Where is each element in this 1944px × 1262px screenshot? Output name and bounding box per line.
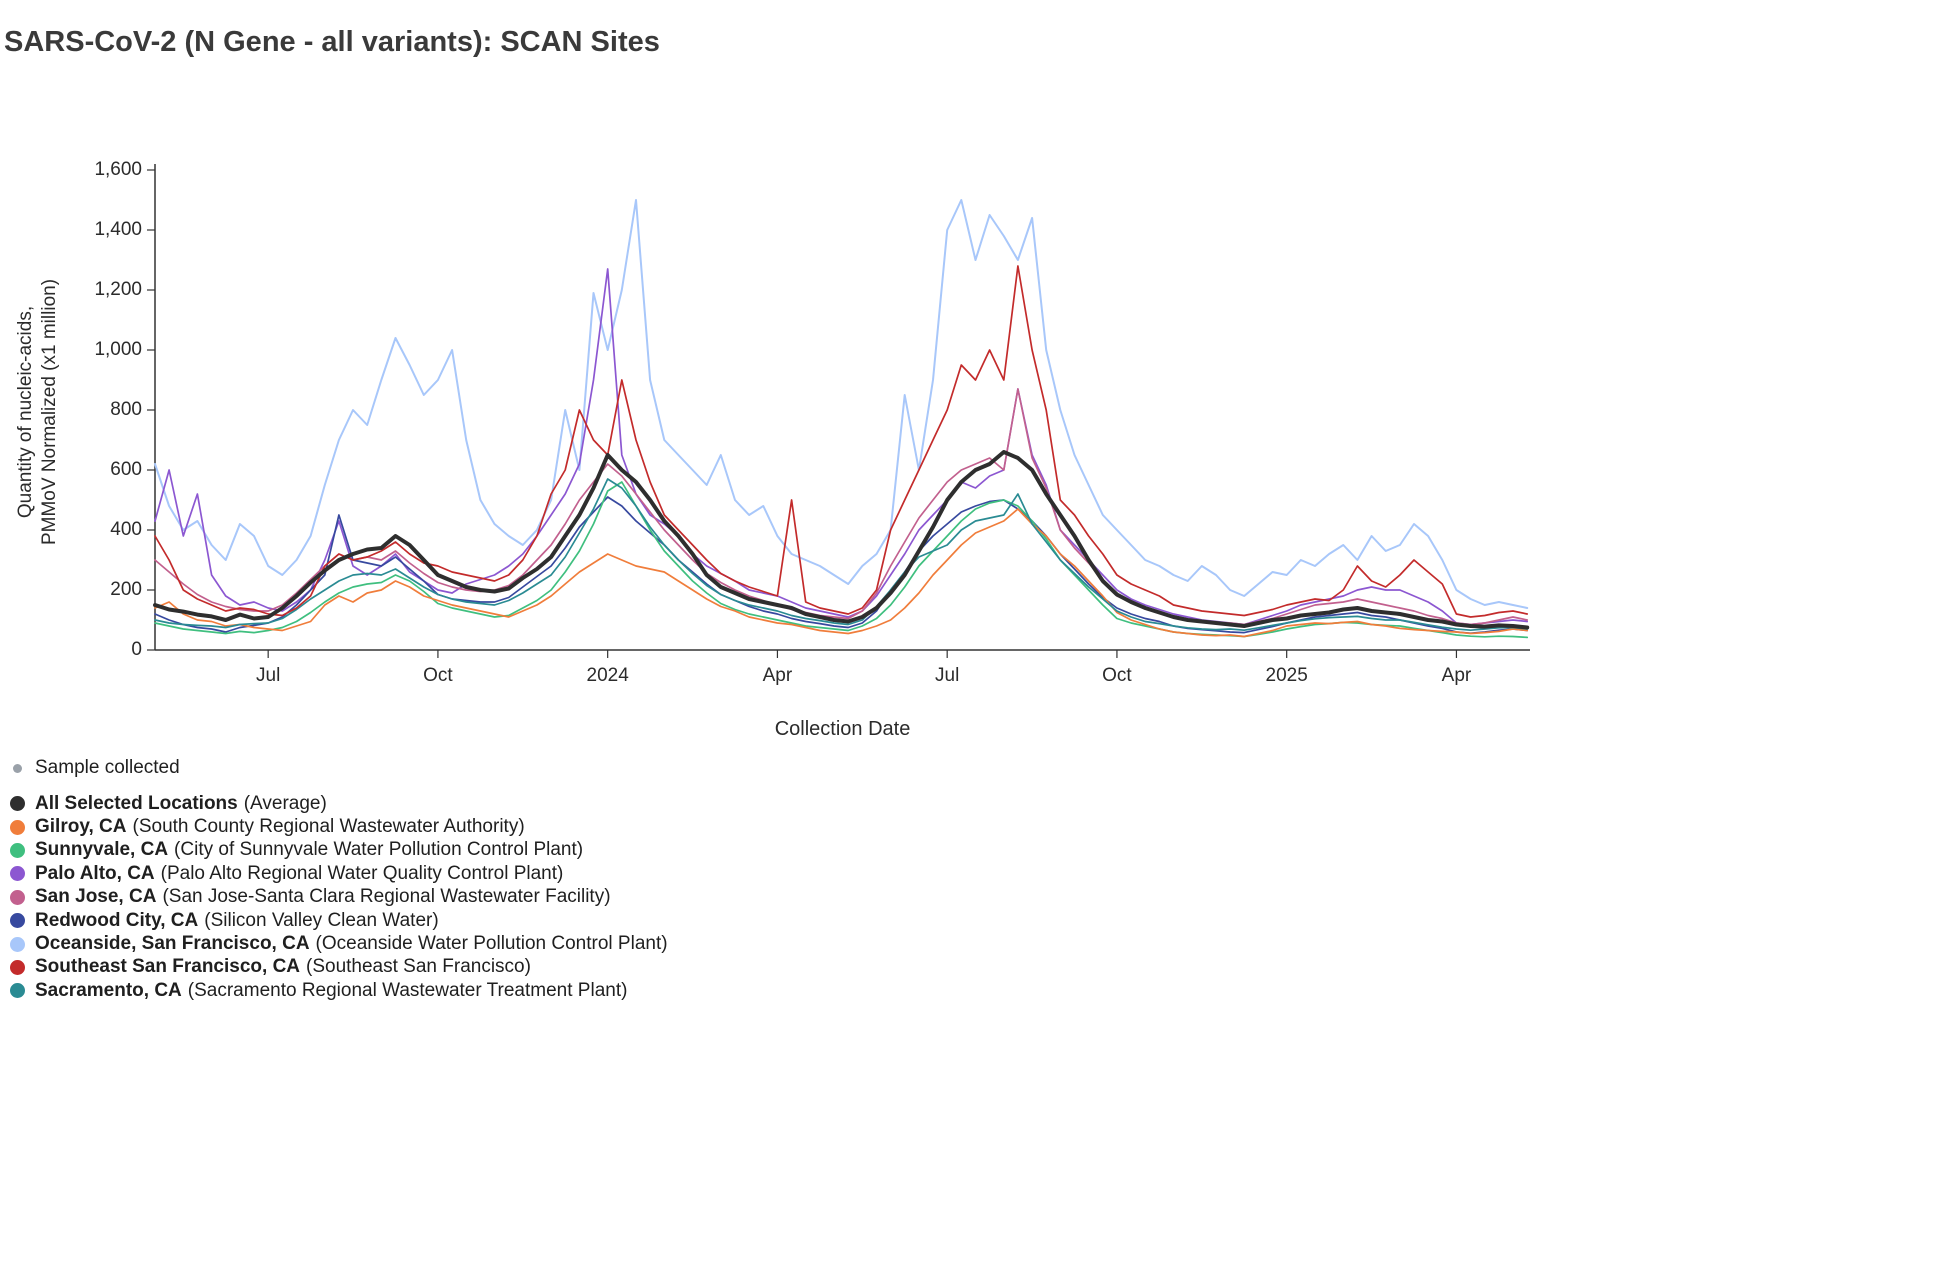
legend-item-name: Sunnyvale, CA xyxy=(35,839,169,861)
legend-dot xyxy=(10,913,25,929)
legend-item-sunnyvale-ca[interactable]: Sunnyvale, CA (City of Sunnyvale Water Po… xyxy=(10,839,668,862)
series-line-oceanside-san-francisco-ca xyxy=(154,199,1529,609)
legend-item-detail: (Silicon Valley Clean Water) xyxy=(204,909,439,931)
legend-dot xyxy=(10,866,25,882)
sample-collected-dot xyxy=(13,763,22,773)
legend-item-detail: (Oceanside Water Pollution Control Plant… xyxy=(315,933,668,955)
series-line-sunnyvale-ca xyxy=(154,481,1529,639)
legend-item-detail: (Palo Alto Regional Water Quality Contro… xyxy=(160,862,564,884)
y-tick-label: 0 xyxy=(131,639,142,660)
legend-item-detail: (South County Regional Wastewater Author… xyxy=(132,816,525,838)
x-tick-label: Oct xyxy=(423,665,453,686)
legend: Sample collected All Selected Locations(… xyxy=(10,756,668,1003)
x-tick-label: Apr xyxy=(1441,665,1472,686)
legend-item-name: Oceanside, San Francisco, CA xyxy=(35,933,310,955)
legend-dot xyxy=(10,796,25,812)
x-tick-label: Jul xyxy=(256,665,281,686)
legend-item-name: Gilroy, CA xyxy=(35,816,127,838)
legend-item-name: Palo Alto, CA xyxy=(35,862,155,884)
y-axis-title-line1: Quantity of nucleic-acids, xyxy=(15,305,36,519)
y-tick-label: 1,000 xyxy=(94,339,142,360)
x-tick-label: Apr xyxy=(762,665,793,686)
legend-dot xyxy=(10,959,25,975)
legend-item-all-selected-locations[interactable]: All Selected Locations (Average) xyxy=(10,792,668,815)
x-tick-label: 2024 xyxy=(586,665,629,686)
sample-collected-legend: Sample collected xyxy=(10,756,668,780)
legend-item-southeast-san-francisco-ca[interactable]: Southeast San Francisco, CA (Southeast Sa… xyxy=(10,956,668,979)
legend-item-redwood-city-ca[interactable]: Redwood City, CA (Silicon Valley Clean Wa… xyxy=(10,909,668,932)
legend-item-detail: (Sacramento Regional Wastewater Treatmen… xyxy=(187,979,628,1001)
legend-item-oceanside-san-francisco-ca[interactable]: Oceanside, San Francisco, CA (Oceanside W… xyxy=(10,932,668,955)
legend-item-name: All Selected Locations xyxy=(35,792,238,814)
series-line-sacramento-ca xyxy=(154,478,1529,632)
legend-dot xyxy=(10,819,25,835)
legend-item-detail: (Southeast San Francisco) xyxy=(306,956,531,978)
legend-items: All Selected Locations (Average) Gilroy, C… xyxy=(10,792,668,1003)
series-line-all-selected-locations xyxy=(153,450,1530,630)
plot xyxy=(147,164,1530,658)
x-tick-label: Oct xyxy=(1102,665,1132,686)
legend-item-detail: (Average) xyxy=(243,792,327,814)
legend-item-name: Redwood City, CA xyxy=(35,909,199,931)
page-title: SARS-CoV-2 (N Gene - all variants): SCAN… xyxy=(4,26,660,58)
legend-item-gilroy-ca[interactable]: Gilroy, CA (South County Regional Wastewa… xyxy=(10,815,668,838)
x-axis-title: Collection Date xyxy=(774,718,911,740)
legend-item-sacramento-ca[interactable]: Sacramento, CA (Sacramento Regional Waste… xyxy=(10,979,668,1002)
y-tick-label: 200 xyxy=(110,579,142,600)
y-tick-label: 800 xyxy=(110,399,142,420)
legend-item-san-jose-ca[interactable]: San Jose, CA (San Jose-Santa Clara Region… xyxy=(10,886,668,909)
y-tick-label: 1,400 xyxy=(94,219,142,240)
legend-item-palo-alto-ca[interactable]: Palo Alto, CA (Palo Alto Regional Water Q… xyxy=(10,862,668,885)
series-line-san-jose-ca xyxy=(154,388,1529,626)
legend-item-name: Sacramento, CA xyxy=(35,979,182,1001)
legend-item-name: San Jose, CA xyxy=(35,886,157,908)
legend-item-name: Southeast San Francisco, CA xyxy=(35,956,301,978)
legend-dot xyxy=(10,983,25,999)
x-tick-label: Jul xyxy=(935,665,960,686)
legend-dot xyxy=(10,936,25,952)
legend-dot xyxy=(10,842,25,858)
y-tick-label: 1,200 xyxy=(94,279,142,300)
x-tick-label: 2025 xyxy=(1265,665,1308,686)
y-tick-label: 600 xyxy=(110,459,142,480)
series-line-gilroy-ca xyxy=(154,508,1529,638)
series-line-palo-alto-ca xyxy=(154,268,1529,626)
series-line-southeast-san-francisco-ca xyxy=(154,265,1529,618)
y-tick-label: 1,600 xyxy=(94,159,142,180)
y-tick-label: 400 xyxy=(110,519,142,540)
sample-collected-label: Sample collected xyxy=(35,757,180,778)
legend-item-detail: (San Jose-Santa Clara Regional Wastewate… xyxy=(162,886,611,908)
legend-item-detail: (City of Sunnyvale Water Pollution Contr… xyxy=(174,839,584,861)
legend-dot xyxy=(10,889,25,905)
